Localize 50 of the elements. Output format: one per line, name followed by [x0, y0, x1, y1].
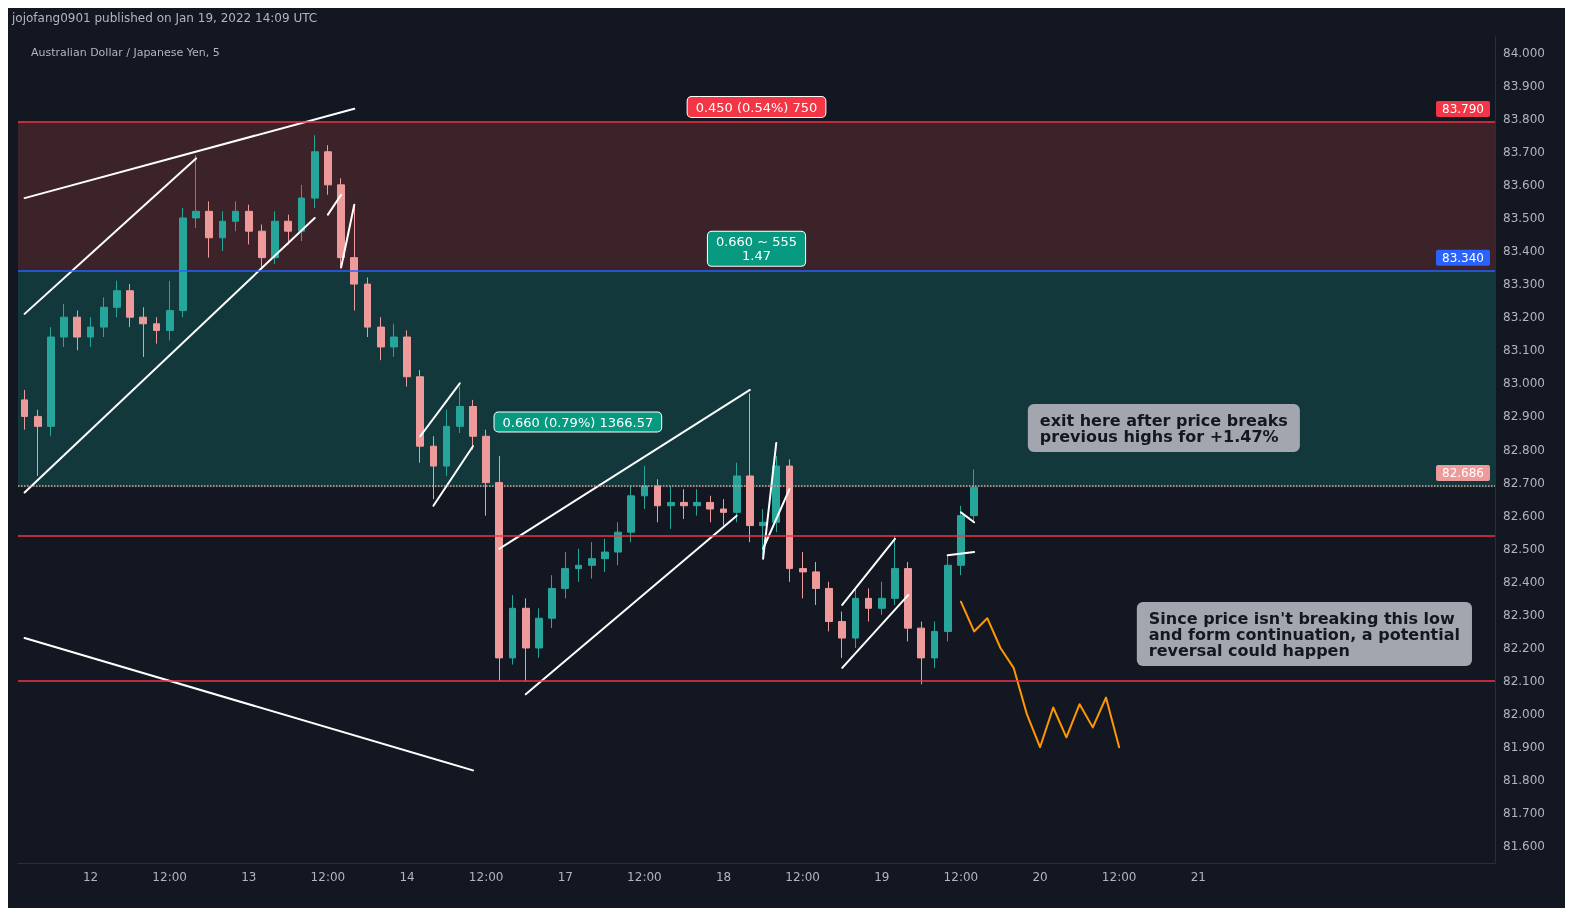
y-tick-label: 81.800 — [1503, 773, 1545, 788]
y-tick-label: 83.100 — [1503, 343, 1545, 358]
x-tick-label: 20 — [1032, 870, 1048, 884]
y-tick-label: 82.100 — [1503, 674, 1545, 689]
ref-line-label: 83.340 — [1442, 250, 1484, 265]
x-tick-label: 13 — [241, 870, 257, 884]
y-tick-label: 83.500 — [1503, 210, 1545, 225]
y-tick-label: 83.600 — [1503, 177, 1545, 192]
y-tick-label: 83.900 — [1503, 78, 1545, 93]
x-tick-label: 12:00 — [785, 870, 820, 884]
y-tick-label: 81.900 — [1503, 740, 1545, 755]
band-label: 0.450 (0.54%) 750 — [695, 99, 818, 115]
x-tick-label: 12:00 — [152, 870, 187, 884]
x-tick-label: 12:00 — [468, 870, 504, 884]
ref-line-label: 83.790 — [1442, 102, 1484, 117]
y-tick-label: 82.800 — [1503, 442, 1545, 457]
band-label: 0.660 ~ 555 1.47 — [715, 234, 798, 264]
y-tick-label: 83.400 — [1503, 244, 1545, 259]
annotation: exit here after price breaks previous highs for +1.47% — [1039, 410, 1288, 446]
y-tick-label: 82.500 — [1503, 541, 1545, 556]
x-tick-label: 19 — [874, 870, 890, 884]
y-tick-label: 81.700 — [1503, 806, 1545, 821]
y-tick-label: 83.800 — [1503, 111, 1545, 126]
x-tick-label: 12:00 — [1101, 870, 1137, 884]
y-tick-label: 82.000 — [1503, 707, 1545, 722]
x-tick-label: 21 — [1190, 870, 1206, 884]
x-tick-label: 12 — [82, 870, 99, 884]
ref-line-label: 82.686 — [1442, 465, 1484, 480]
annotation: 0.660 (0.79%) 1366.57 — [502, 414, 654, 430]
annotation: Since price isn't breaking this low and form continuation, a potential reversal could happen — [1148, 608, 1460, 660]
y-tick-label: 83.300 — [1503, 277, 1545, 292]
x-tick-label: 14 — [399, 870, 415, 884]
y-tick-label: 83.700 — [1503, 144, 1545, 159]
y-tick-label: 82.400 — [1503, 574, 1545, 589]
text: jojofang0901 published on Jan 19, 2022 14:09 UTC — [11, 11, 318, 25]
y-tick-label: 81.600 — [1503, 839, 1545, 854]
y-tick-label: 83.000 — [1503, 376, 1545, 391]
x-tick-label: 17 — [557, 870, 573, 884]
x-tick-label: 12:00 — [310, 870, 346, 884]
y-tick-label: 82.900 — [1503, 409, 1545, 424]
x-tick-label: 12:00 — [943, 870, 979, 884]
y-tick-label: 82.700 — [1503, 475, 1545, 490]
y-tick-label: 82.300 — [1503, 607, 1545, 622]
x-tick-label: 12:00 — [627, 870, 662, 884]
y-tick-label: 84.000 — [1503, 45, 1545, 60]
y-tick-label: 83.200 — [1503, 310, 1545, 325]
y-tick-label: 82.200 — [1503, 640, 1545, 655]
x-tick-label: 18 — [715, 870, 732, 884]
text: Australian Dollar / Japanese Yen, 5 — [31, 46, 220, 59]
y-tick-label: 82.600 — [1503, 508, 1545, 523]
